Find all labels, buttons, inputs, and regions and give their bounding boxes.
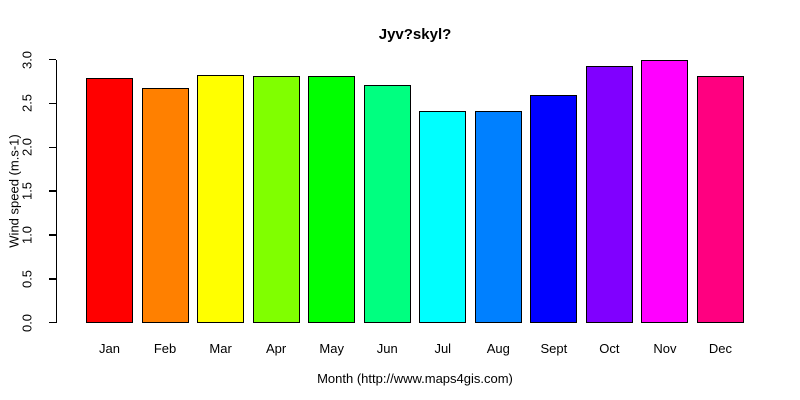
- bar-jun: [363, 85, 411, 323]
- y-tick-label-0.0: 0.0: [19, 313, 35, 332]
- bar-jul: [419, 111, 467, 323]
- x-tick-label-may: May: [319, 341, 344, 356]
- y-tick-label-1.0: 1.0: [19, 225, 35, 245]
- bar-feb: [141, 87, 189, 323]
- bar-sept: [530, 94, 578, 323]
- y-tick-mark: [48, 321, 56, 324]
- bar-nov: [641, 59, 689, 323]
- x-tick-label-jan: Jan: [99, 341, 120, 356]
- y-tick-label-1.5: 1.5: [19, 182, 35, 201]
- bar-aug: [474, 111, 522, 323]
- x-tick-label-apr: Apr: [266, 341, 287, 356]
- y-tick-label-0.5: 0.5: [19, 269, 35, 288]
- x-tick-label-aug: Aug: [486, 341, 510, 356]
- bar-apr: [252, 76, 300, 323]
- y-tick-mark: [48, 102, 56, 105]
- y-tick-mark: [48, 58, 56, 61]
- y-tick-label-2.5: 2.5: [19, 94, 35, 113]
- y-axis-line: [55, 59, 57, 323]
- bar-may: [308, 76, 356, 323]
- x-tick-label-jun: Jun: [376, 341, 398, 356]
- bar-dec: [696, 76, 744, 323]
- y-tick-mark: [48, 146, 56, 149]
- x-tick-label-sept: Sept: [540, 341, 568, 356]
- y-tick-label-2.0: 2.0: [19, 138, 35, 157]
- x-axis-label: Month (http://www.maps4gis.com): [317, 371, 513, 386]
- x-tick-label-oct: Oct: [599, 341, 620, 356]
- x-tick-label-jul: Jul: [434, 341, 452, 356]
- y-tick-mark: [48, 234, 56, 236]
- bar-mar: [197, 75, 245, 323]
- y-tick-label-3.0: 3.0: [19, 50, 35, 69]
- y-tick-mark: [48, 190, 56, 192]
- bar-jan: [86, 78, 133, 323]
- x-tick-label-feb: Feb: [153, 341, 177, 356]
- bar-oct: [585, 65, 633, 323]
- y-tick-mark: [48, 278, 56, 280]
- x-tick-label-dec: Dec: [708, 341, 733, 356]
- chart-title: Jyv?skyl?: [378, 26, 452, 43]
- x-tick-label-mar: Mar: [209, 341, 232, 356]
- x-tick-label-nov: Nov: [653, 341, 677, 356]
